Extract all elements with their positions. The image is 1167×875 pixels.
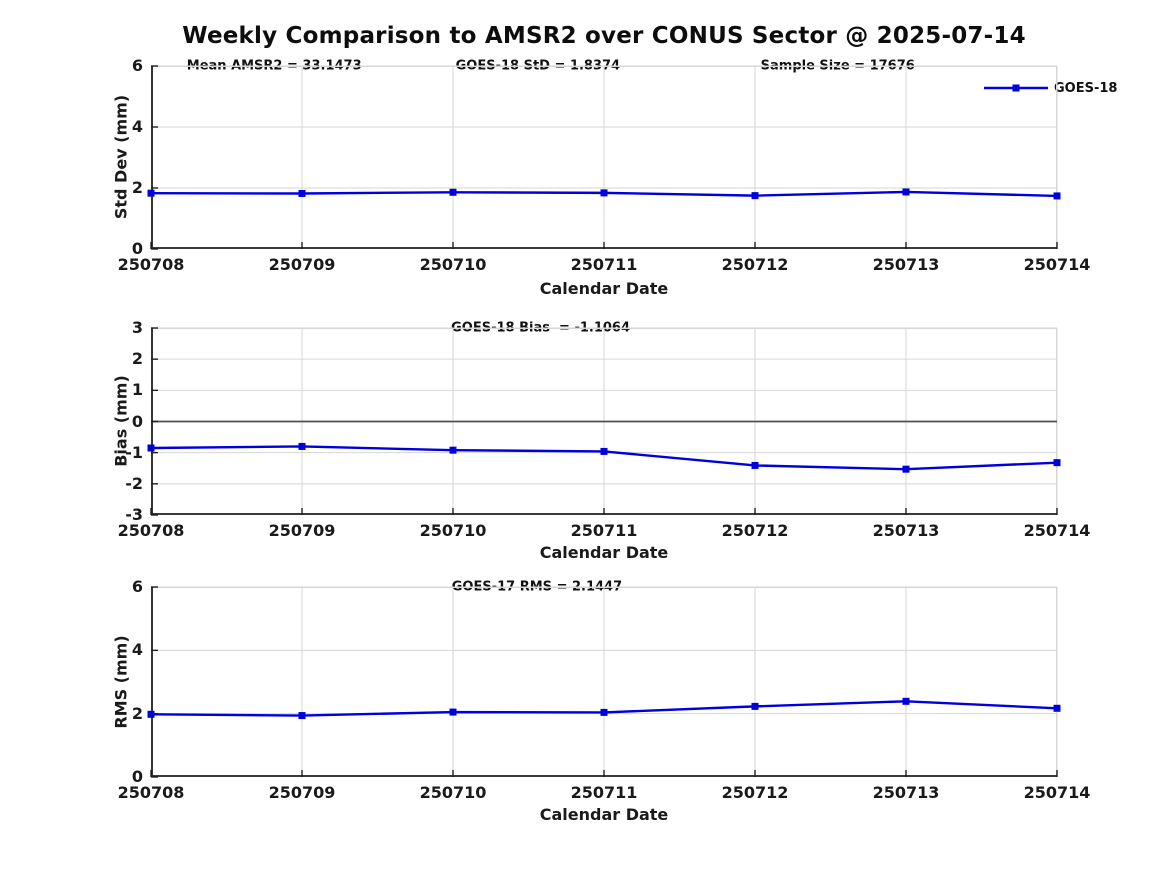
data-point-marker [751,461,759,469]
data-point-marker [298,189,306,197]
x-tick-label: 250710 [419,255,487,274]
x-tick-label: 250711 [570,255,638,274]
legend: GOES-18 [982,79,1120,97]
x-tick-label: 250711 [570,521,638,540]
x-tick-label: 250713 [872,783,940,802]
x-tick-label: 250712 [721,255,789,274]
y-tick-label: -3 [125,505,143,524]
y-tick-label: -1 [125,442,143,462]
y-tick-label: 4 [131,640,143,660]
x-tick-label: 250711 [570,783,638,802]
data-point-marker [147,444,155,452]
data-point-marker [449,188,457,196]
data-point-marker [751,192,759,200]
plot-area-rms-plot [147,586,1061,778]
y-tick-label: 0 [131,767,143,786]
y-tick-label: 6 [131,577,143,596]
y-tick-label: 2 [131,178,143,197]
x-tick-label: 250708 [117,255,185,274]
x-tick-label: 250710 [419,783,487,802]
plot-area-bias-plot [147,327,1061,516]
y-tick-label: -2 [125,473,143,493]
x-tick-label: 250708 [117,783,185,802]
data-point-marker [600,189,608,197]
y-tick-label: 3 [131,318,143,337]
data-point-marker [902,697,910,705]
data-point-marker [902,188,910,196]
legend-line-icon [984,84,1048,92]
legend-label: GOES-18 [1054,80,1118,96]
y-tick-label: 2 [131,703,143,723]
data-point-marker [449,708,457,716]
x-tick-label: 250709 [268,521,336,540]
x-tick-label: 250713 [872,255,940,274]
x-axis-label-bias: Calendar Date [539,543,669,562]
x-tick-label: 250710 [419,521,487,540]
x-tick-label: 250709 [268,255,336,274]
y-tick-label: 4 [131,117,143,136]
x-tick-label: 250714 [1023,255,1091,274]
data-point-marker [449,446,457,454]
data-point-marker [1053,459,1061,467]
x-axis-label-rms: Calendar Date [539,805,669,824]
x-tick-label: 250714 [1023,521,1091,540]
data-point-marker [902,465,910,473]
data-point-marker [600,447,608,455]
x-tick-label: 250709 [268,783,336,802]
plot-area-std-dev-plot [147,65,1061,250]
data-point-marker [298,442,306,450]
y-tick-label: 6 [131,56,143,75]
x-axis-label-stddev: Calendar Date [539,279,669,298]
x-tick-label: 250708 [117,521,185,540]
data-point-marker [751,702,759,710]
data-point-marker [600,708,608,716]
x-tick-label: 250714 [1023,783,1091,802]
data-point-marker [147,189,155,197]
y-tick-label: 0 [131,411,143,431]
y-axis-label-stddev: Std Dev (mm) [111,94,131,220]
data-point-marker [1053,704,1061,712]
x-tick-label: 250713 [872,521,940,540]
y-tick-label: 0 [131,239,143,258]
figure-title: Weekly Comparison to AMSR2 over CONUS Se… [182,23,1026,49]
y-tick-label: 1 [131,380,143,400]
data-point-marker [298,712,306,720]
x-tick-label: 250712 [721,783,789,802]
y-tick-label: 2 [131,349,143,369]
data-point-marker [1053,192,1061,200]
data-point-marker [147,710,155,718]
x-tick-label: 250712 [721,521,789,540]
